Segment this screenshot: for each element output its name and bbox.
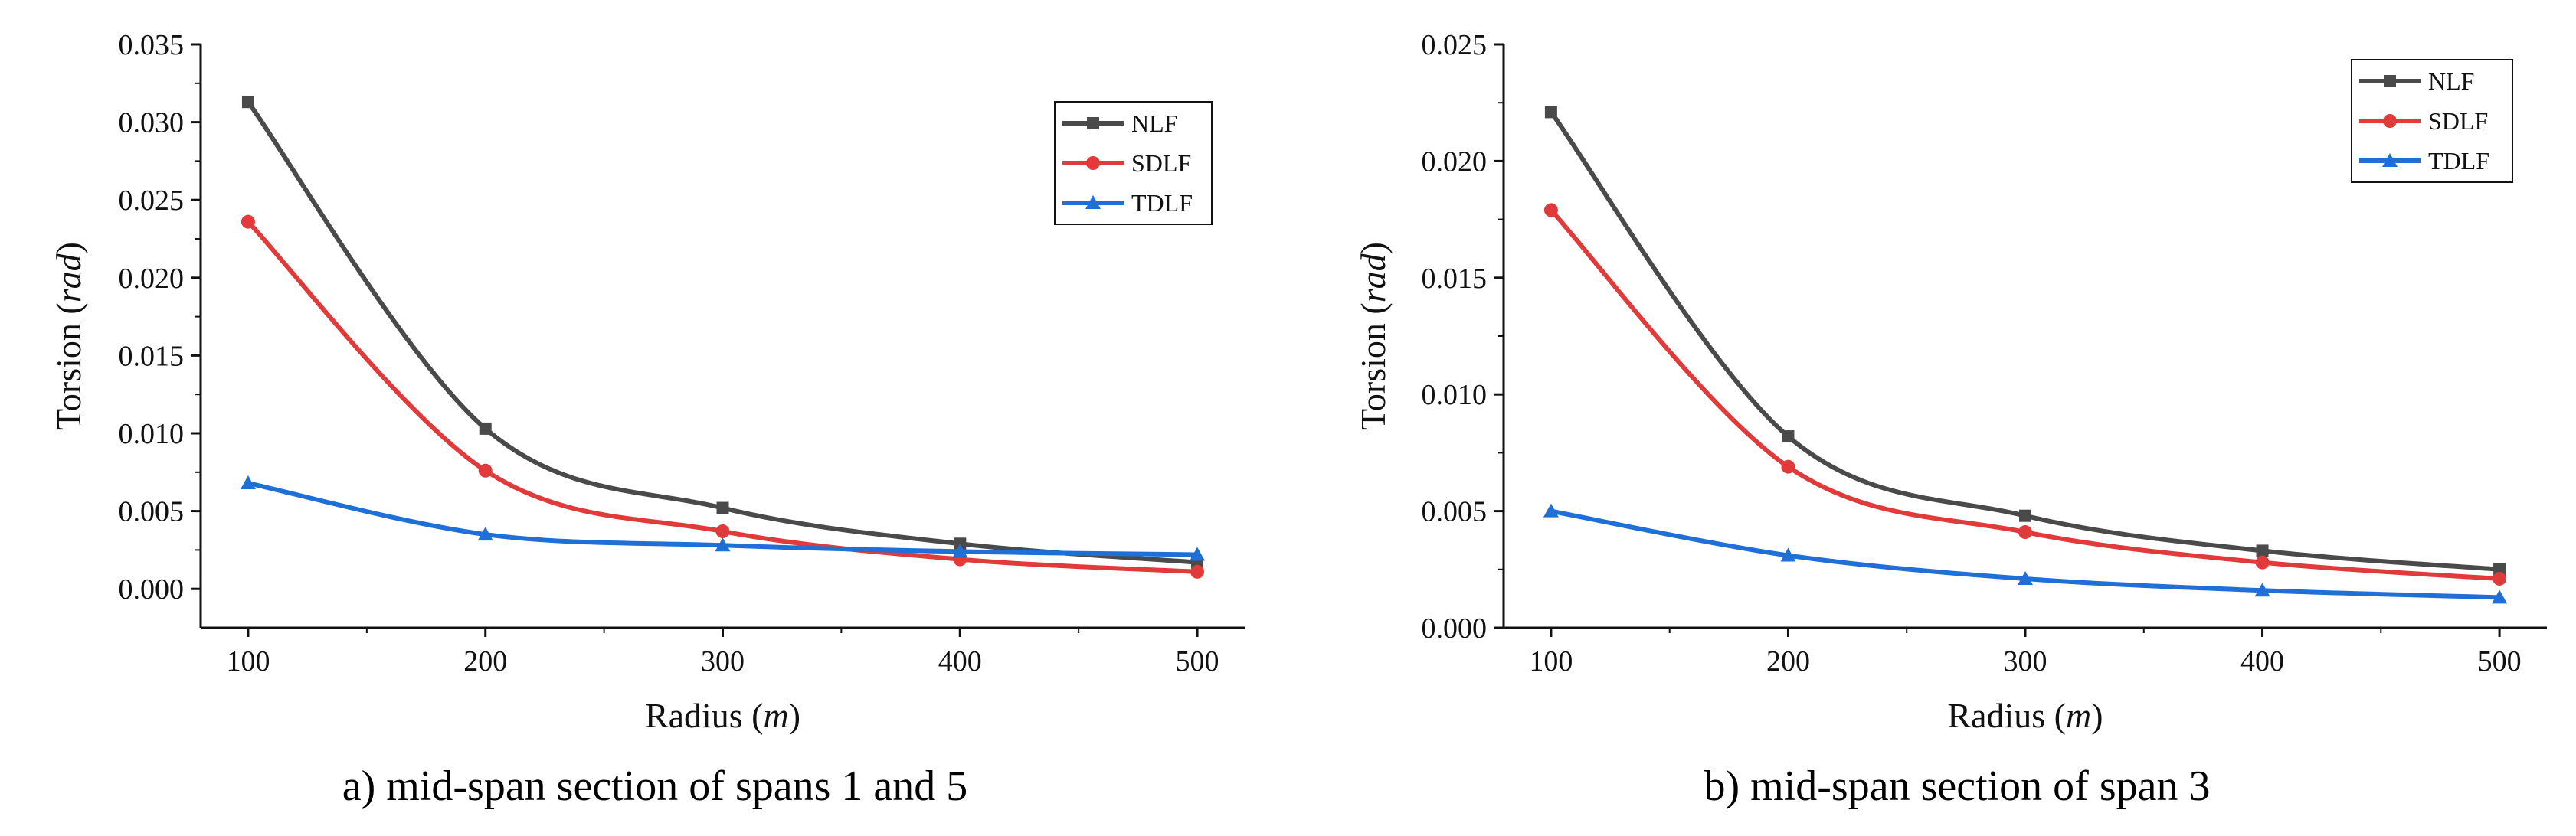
legend-label: TDLF	[2428, 147, 2489, 175]
x-tick-label: 400	[938, 645, 982, 678]
legend: NLF SDLF TDLF	[2351, 59, 2513, 183]
x-tick-label: 100	[1529, 645, 1573, 678]
legend-label: NLF	[1131, 109, 1177, 137]
chart-panel-2: 0.000 0.005 0.010 0.015 0.020 0.025 100 200 300 4…	[1353, 29, 2547, 810]
legend: NLF SDLF TDLF	[1054, 101, 1213, 225]
data-point	[2493, 571, 2507, 586]
series-sdlf	[1543, 203, 2507, 586]
series-sdlf	[241, 214, 1205, 579]
y-tick-label: 0.010	[1422, 379, 1488, 411]
data-point	[716, 501, 729, 514]
data-point	[241, 96, 254, 109]
data-point	[1782, 430, 1795, 443]
y-axis-label: Torsion (rad)	[1353, 242, 1393, 430]
y-tick-label: 0.005	[1422, 496, 1488, 528]
x-tick-label: 200	[1766, 645, 1810, 678]
y-tick-label: 0.020	[119, 263, 185, 295]
data-point	[2492, 589, 2508, 604]
data-point	[1780, 547, 1796, 562]
x-tick-label: 100	[226, 645, 270, 678]
series-line	[246, 100, 1198, 565]
data-point	[1543, 503, 1559, 518]
y-tick-label: 0.010	[119, 418, 185, 450]
legend-marker	[1085, 195, 1101, 209]
legend-marker	[2384, 75, 2396, 87]
panel-caption: b) mid-span section of span 3	[1704, 763, 2211, 810]
y-tick-label: 0.025	[119, 185, 185, 217]
y-tick-label: 0.020	[1422, 145, 1488, 178]
series-tdlf	[240, 475, 1206, 561]
data-point	[478, 463, 493, 478]
series-nlf	[241, 96, 1204, 569]
data-point	[2256, 544, 2269, 557]
series-tdlf	[1543, 503, 2508, 604]
y-tick-label: 0.035	[119, 29, 185, 61]
data-point	[954, 537, 967, 550]
x-axis-label: Radius (m)	[1947, 696, 2103, 735]
data-point	[477, 527, 493, 541]
y-tick-label: 0.015	[119, 340, 185, 372]
x-axis-label: Radius (m)	[645, 696, 800, 735]
data-point	[952, 544, 968, 558]
data-point	[2254, 583, 2270, 597]
x-tick-label: 300	[2004, 645, 2047, 678]
legend-marker	[2382, 153, 2398, 167]
data-point	[2019, 509, 2031, 522]
data-point	[240, 475, 256, 490]
series-line	[246, 220, 1198, 574]
y-axis-label: Torsion (rad)	[49, 242, 88, 430]
series-line	[1549, 208, 2500, 581]
x-tick-label: 300	[701, 645, 745, 678]
x-tick-label: 500	[1176, 645, 1219, 678]
data-point	[1544, 106, 1557, 119]
y-tick-label: 0.025	[1422, 29, 1488, 61]
data-point	[2493, 563, 2506, 576]
data-point	[1190, 547, 1206, 561]
series-line	[1549, 110, 2500, 572]
x-tick-label: 500	[2478, 645, 2522, 678]
data-point	[241, 214, 255, 229]
legend-label: NLF	[2428, 67, 2474, 95]
y-tick-label: 0.000	[119, 573, 185, 606]
legend-label: SDLF	[1131, 149, 1191, 177]
legend-marker	[2383, 114, 2397, 128]
chart-panel-1: 0.000 0.005 0.010 0.015 0.020 0.025 0.030 0.035…	[49, 29, 1245, 810]
data-point	[479, 422, 492, 435]
y-tick-label: 0.005	[119, 496, 185, 528]
series-nlf	[1544, 106, 2506, 576]
data-point	[1543, 203, 1558, 217]
x-tick-label: 200	[463, 645, 507, 678]
legend-label: TDLF	[1131, 189, 1193, 217]
x-tick-label: 400	[2240, 645, 2284, 678]
data-point	[715, 524, 730, 539]
data-point	[2255, 555, 2270, 570]
legend-label: SDLF	[2428, 107, 2488, 135]
legend-marker	[1086, 156, 1100, 170]
y-tick-label: 0.030	[119, 107, 185, 139]
panel-caption: a) mid-span section of spans 1 and 5	[342, 763, 967, 810]
data-point	[2018, 525, 2032, 540]
data-point	[715, 537, 731, 552]
y-tick-label: 0.015	[1422, 263, 1488, 295]
legend-marker	[1087, 117, 1099, 129]
y-tick-label: 0.000	[1422, 612, 1488, 645]
data-point	[1190, 564, 1205, 579]
data-point	[1781, 459, 1795, 474]
data-point	[2018, 570, 2033, 585]
